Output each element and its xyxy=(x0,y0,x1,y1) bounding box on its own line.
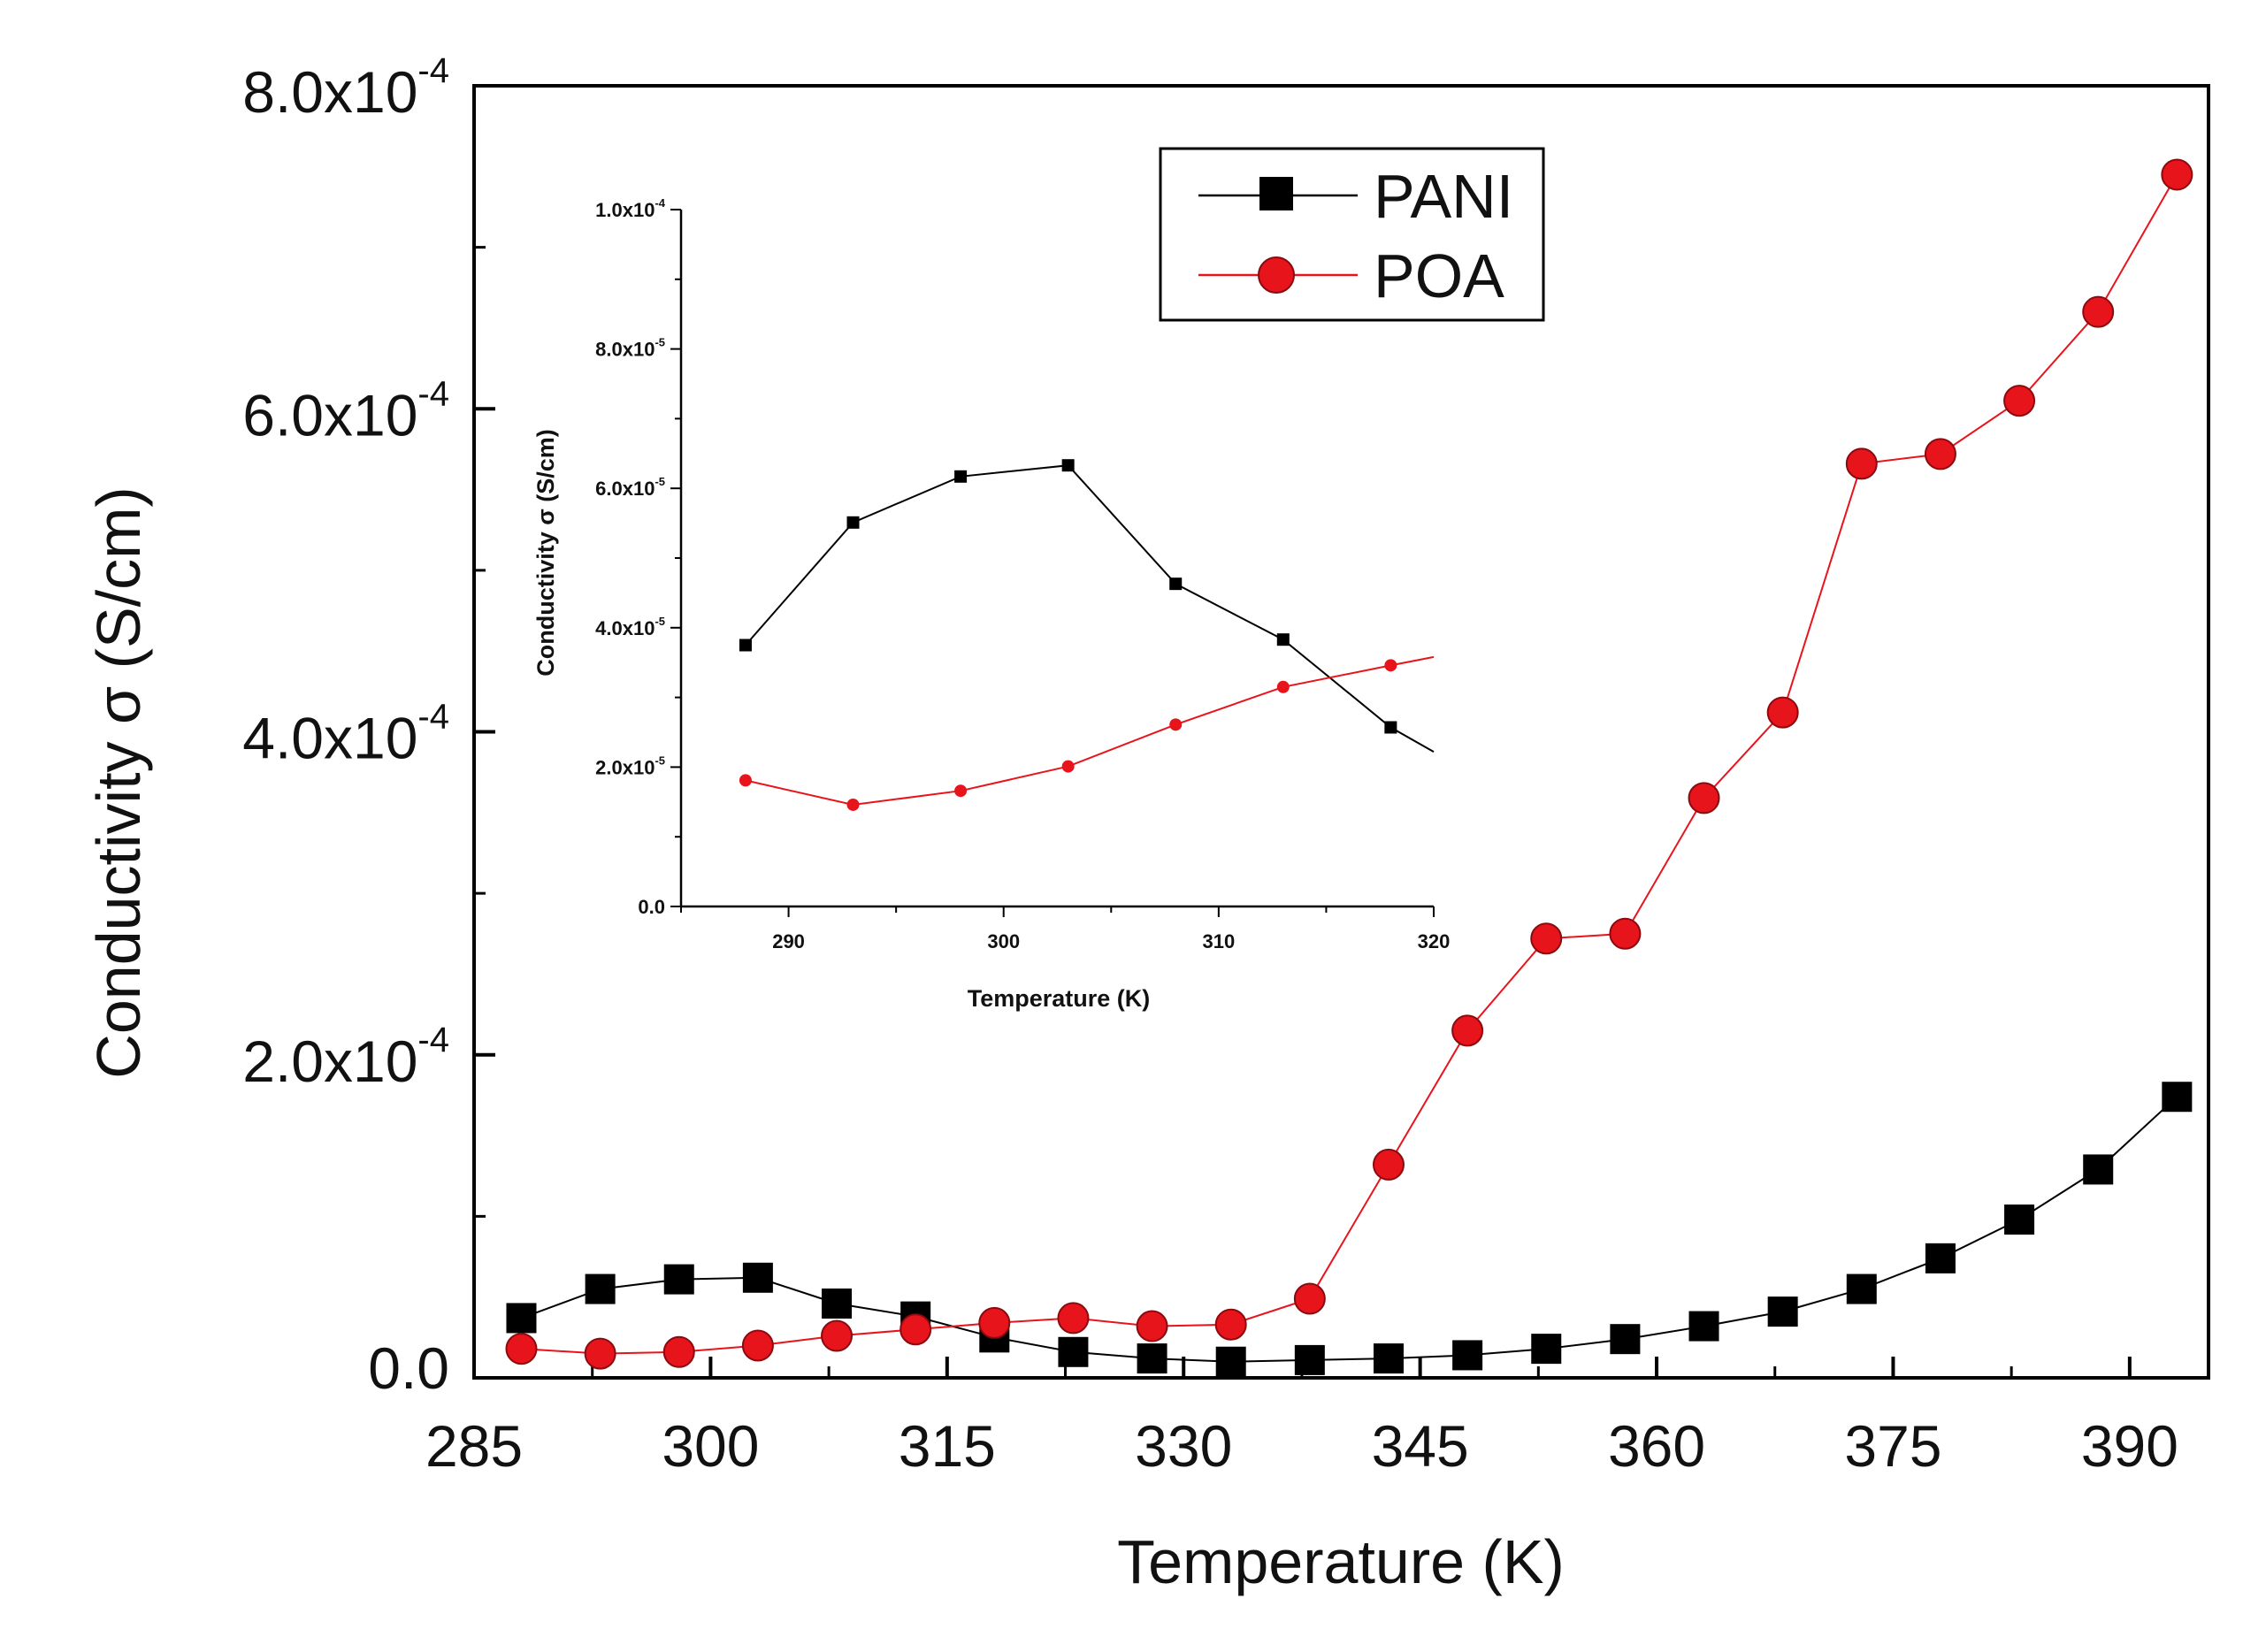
inset-pani-point xyxy=(1276,633,1290,646)
main-pani-point xyxy=(663,1264,694,1295)
inset-pani-point xyxy=(739,639,752,652)
main-pani-point xyxy=(742,1262,773,1293)
main-x-tick-label: 300 xyxy=(662,1413,759,1479)
legend-poa-label: POA xyxy=(1374,241,1504,310)
inset-y-tick-label: 6.0x10-5 xyxy=(595,475,665,500)
main-y-tick-label: 8.0x10-4 xyxy=(242,51,449,125)
inset-poa-point xyxy=(1169,718,1183,731)
inset-x-tick-label: 310 xyxy=(1202,930,1235,952)
inset-axis-ticks: 290 300 310 320 0.0 2.0x10-5 4.0x10-5 6.0x10-5 8… xyxy=(595,196,1450,952)
main-x-tick-label: 315 xyxy=(899,1413,996,1479)
main-pani-point xyxy=(1452,1340,1483,1371)
inset-poa-point xyxy=(1061,760,1075,773)
main-pani-point xyxy=(1137,1343,1167,1374)
main-axis-ticks: 285 300 315 330 345 360 375 390 0.0 2.0x10-4 4.0x1… xyxy=(242,51,2178,1479)
main-poa-point xyxy=(662,1335,695,1368)
main-y-tick-label: 0.0 xyxy=(368,1335,449,1401)
main-poa-point xyxy=(1766,696,1799,729)
main-poa-point xyxy=(2161,158,2193,191)
main-poa-point xyxy=(1924,438,1956,470)
main-pani-point xyxy=(1925,1243,1956,1273)
inset-pani-point xyxy=(846,516,860,529)
inset-y-tick-label: 4.0x10-5 xyxy=(595,615,665,639)
inset-poa-point xyxy=(1276,680,1290,693)
main-pani-line xyxy=(521,1096,2178,1363)
inset-y-tick-label: 0.0 xyxy=(638,896,665,918)
inset-x-tick-label: 300 xyxy=(987,930,1020,952)
main-x-tick-label: 390 xyxy=(2081,1413,2178,1479)
main-poa-point xyxy=(1451,1014,1484,1047)
legend-frame xyxy=(1159,147,1545,322)
inset-pani-point xyxy=(954,470,968,483)
main-poa-point xyxy=(900,1313,932,1346)
legend-pani-label: PANI xyxy=(1374,162,1513,231)
main-poa-point xyxy=(2082,295,2115,328)
main-x-tick-label: 345 xyxy=(1372,1413,1469,1479)
inset-x-tick-label: 320 xyxy=(1418,930,1451,952)
inset-poa-line xyxy=(745,655,1435,807)
main-poa-point xyxy=(741,1329,774,1362)
main-poa-point xyxy=(1372,1148,1405,1181)
main-pani-point xyxy=(1531,1334,1562,1365)
main-pani-point xyxy=(585,1273,616,1304)
main-poa-point xyxy=(1609,917,1642,950)
inset-x-tick-label: 290 xyxy=(772,930,805,952)
main-poa-point xyxy=(821,1319,854,1352)
main-pani-point xyxy=(1767,1296,1798,1327)
main-pani-point xyxy=(506,1303,537,1334)
main-poa-point xyxy=(505,1333,538,1365)
main-x-tick-label: 360 xyxy=(1608,1413,1705,1479)
legend-pani-marker xyxy=(1259,177,1293,210)
main-poa-point xyxy=(1214,1308,1247,1341)
main-series-layer xyxy=(505,158,2193,1377)
main-pani-point xyxy=(1294,1344,1325,1375)
main-poa-point xyxy=(1530,922,1563,955)
inset-poa-point xyxy=(846,798,860,811)
inset-y-tick-label: 2.0x10-5 xyxy=(595,753,665,778)
main-pani-point xyxy=(1373,1343,1404,1374)
main-x-tick-label: 375 xyxy=(1844,1413,1941,1479)
main-y-tick-label: 4.0x10-4 xyxy=(242,698,449,771)
main-pani-point xyxy=(1058,1336,1089,1367)
inset-pani-point xyxy=(1169,577,1183,591)
main-poa-point xyxy=(1136,1310,1168,1342)
main-x-axis-title: Temperature (K) xyxy=(1117,1527,1565,1596)
inset-poa-point xyxy=(954,784,968,798)
main-y-tick-label: 2.0x10-4 xyxy=(242,1021,449,1094)
inset-series-layer xyxy=(739,459,1435,811)
main-poa-point xyxy=(584,1337,616,1370)
main-x-tick-label: 330 xyxy=(1135,1413,1232,1479)
inset-pani-line xyxy=(745,464,1435,753)
inset-poa-point xyxy=(739,774,752,787)
main-y-axis-title: Conductivity σ (S/cm) xyxy=(84,486,153,1078)
legend: PANI POA xyxy=(1159,147,1545,322)
main-pani-point xyxy=(1215,1346,1246,1377)
main-pani-point xyxy=(1610,1324,1641,1355)
legend-poa-marker xyxy=(1258,256,1295,294)
main-pani-point xyxy=(1846,1273,1877,1304)
main-poa-point xyxy=(978,1306,1011,1339)
main-pani-point xyxy=(2083,1154,2114,1185)
main-pani-point xyxy=(822,1288,853,1319)
main-poa-point xyxy=(2003,385,2036,417)
main-poa-point xyxy=(1057,1302,1090,1335)
inset-y-axis-title: Conductivity σ (S/cm) xyxy=(532,429,559,677)
main-poa-point xyxy=(1688,782,1720,815)
inset-pani-point xyxy=(1384,721,1397,734)
main-pani-point xyxy=(2004,1205,2035,1235)
main-poa-point xyxy=(1845,447,1878,480)
main-poa-line xyxy=(521,173,2178,1355)
inset-x-axis-title: Temperature (K) xyxy=(968,985,1151,1012)
main-poa-point xyxy=(1293,1282,1326,1315)
main-pani-point xyxy=(2162,1082,2193,1113)
inset-y-tick-label: 8.0x10-5 xyxy=(595,336,665,361)
main-y-tick-label: 6.0x10-4 xyxy=(242,374,449,447)
inset-y-tick-label: 1.0x10-4 xyxy=(595,196,666,221)
main-pani-point xyxy=(1688,1311,1719,1342)
inset-pani-point xyxy=(1061,459,1075,472)
main-x-tick-label: 285 xyxy=(425,1413,523,1479)
inset-poa-point xyxy=(1384,659,1397,672)
